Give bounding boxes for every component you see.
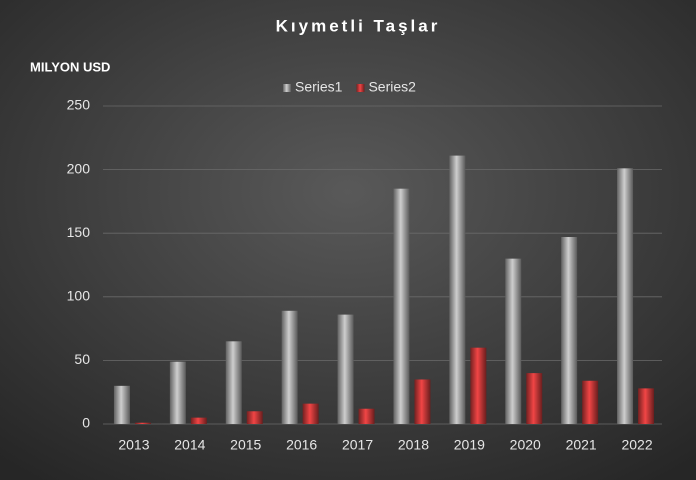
bar — [246, 411, 263, 424]
y-tick-label: 50 — [74, 351, 90, 367]
bar — [526, 373, 543, 424]
bar — [638, 388, 655, 424]
bar — [302, 403, 319, 424]
bar — [617, 168, 634, 424]
x-tick-label: 2013 — [118, 437, 149, 453]
bar — [414, 379, 431, 424]
bar — [449, 155, 466, 424]
x-tick-label: 2017 — [342, 437, 373, 453]
y-tick-label: 100 — [67, 288, 91, 304]
y-axis-label: MILYON USD — [30, 59, 110, 74]
bar — [225, 341, 242, 424]
x-tick-label: 2014 — [174, 437, 205, 453]
bar — [561, 237, 578, 424]
x-tick-label: 2021 — [566, 437, 597, 453]
y-tick-label: 250 — [67, 97, 91, 113]
bar — [358, 408, 375, 424]
x-tick-label: 2018 — [398, 437, 429, 453]
bar — [582, 380, 599, 424]
y-tick-label: 200 — [67, 160, 91, 176]
bar — [281, 310, 298, 424]
bar — [505, 258, 522, 424]
chart-title: Kıymetli Taşlar — [276, 16, 441, 35]
legend-label: Series1 — [295, 79, 343, 95]
bar — [134, 422, 151, 424]
bar — [169, 361, 186, 424]
bar — [337, 314, 354, 424]
x-tick-label: 2022 — [621, 437, 652, 453]
bar — [393, 188, 410, 424]
y-tick-label: 150 — [67, 224, 91, 240]
x-tick-label: 2019 — [454, 437, 485, 453]
x-tick-label: 2016 — [286, 437, 317, 453]
x-tick-label: 2015 — [230, 437, 261, 453]
legend-swatch — [356, 84, 365, 92]
x-tick-label: 2020 — [510, 437, 541, 453]
bar — [470, 347, 487, 424]
legend-swatch — [283, 84, 291, 92]
bar — [190, 417, 207, 424]
bar — [113, 385, 130, 424]
legend-label: Series2 — [368, 79, 416, 95]
y-tick-label: 0 — [82, 415, 90, 431]
